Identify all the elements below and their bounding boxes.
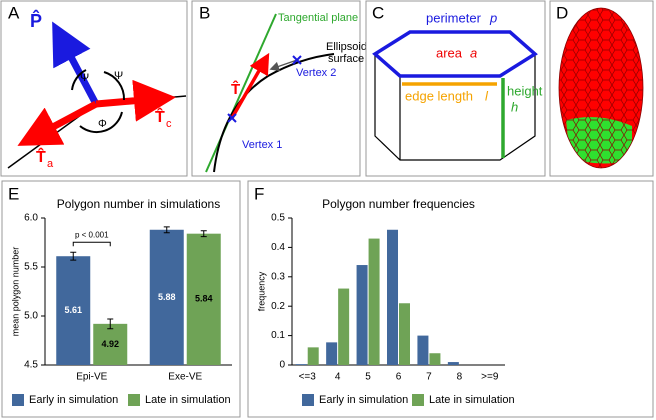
panel-letter: F <box>254 184 264 203</box>
error-bar <box>107 318 114 330</box>
bar <box>149 229 184 365</box>
vector-label: T̂ <box>155 106 165 126</box>
legend-swatch <box>302 394 314 406</box>
x-tick-label: 8 <box>457 372 463 383</box>
panel-frame <box>0 0 188 177</box>
tangent-diagram <box>205 13 335 173</box>
bar <box>56 256 91 365</box>
error-bar <box>163 226 170 234</box>
legend-swatch <box>12 394 24 406</box>
error-bar <box>70 251 77 261</box>
y-tick-label: 4.5 <box>24 360 38 371</box>
chart-title: Polygon number frequencies <box>322 197 475 211</box>
bar <box>387 229 398 365</box>
bar <box>356 265 368 365</box>
data-label: 4.92 <box>101 339 119 349</box>
panel-letter: E <box>8 184 19 203</box>
legend-label: Early in simulation <box>319 394 408 406</box>
perimeter-symbol: p <box>489 10 497 25</box>
prism-diagram <box>372 30 538 161</box>
angle-label: Ψ <box>114 70 123 82</box>
x-tick-label: <=3 <box>299 372 317 383</box>
height-symbol: h <box>511 99 518 114</box>
y-tick-label: 6.0 <box>24 213 38 224</box>
vertex-label: Vertex 1 <box>242 139 282 151</box>
bar <box>417 335 429 365</box>
panel-letter: B <box>199 3 210 22</box>
y-axis-label: frequency <box>256 271 266 311</box>
legend-label: Late in simulation <box>145 394 231 406</box>
panel-frame <box>247 180 654 418</box>
y-tick-label: 0.3 <box>271 271 285 282</box>
x-tick-label: 5 <box>365 372 371 383</box>
bar <box>186 233 221 365</box>
bar <box>338 288 350 365</box>
data-label: 5.88 <box>158 292 176 302</box>
data-label: 5.84 <box>195 294 213 304</box>
y-tick-label: 0.2 <box>271 301 285 312</box>
panel-frame <box>549 0 654 177</box>
x-tick-label: 7 <box>426 372 432 383</box>
height-label: height <box>507 83 543 98</box>
embryo-cells <box>559 8 643 168</box>
vector-label: P̂ <box>30 10 42 31</box>
bar <box>326 342 338 365</box>
error-bar <box>200 230 207 238</box>
vector-label: T̂ <box>231 79 240 98</box>
y-tick-label: 0.1 <box>271 330 285 341</box>
area-symbol: a <box>470 45 477 60</box>
surface-label: Ellipsoid <box>326 41 367 53</box>
vector-label: T̂ <box>36 146 46 166</box>
legend-swatch <box>128 394 140 406</box>
vector-subscript: c <box>166 118 172 130</box>
y-tick-label: 5.0 <box>24 311 38 322</box>
charts: E Polygon number in simulations mean polyg… <box>8 184 515 406</box>
bar <box>368 238 380 365</box>
panel-frame <box>191 0 361 177</box>
y-tick-label: 0 <box>279 360 285 371</box>
legend-label: Early in simulation <box>29 394 118 406</box>
y-axis-label: mean polygon number <box>10 247 20 337</box>
y-tick-label: 0.4 <box>271 242 285 253</box>
bar <box>399 303 410 365</box>
x-tick-label: >=9 <box>481 372 499 383</box>
vector-diagram <box>7 21 187 169</box>
embryo-outline <box>558 7 644 169</box>
bar <box>447 362 459 365</box>
area-label: area <box>436 45 463 60</box>
x-tick-label: 6 <box>396 372 402 383</box>
y-tick-label: 5.5 <box>24 262 38 273</box>
x-tick-label: Epi-VE <box>76 372 107 383</box>
panel-letter: D <box>556 3 568 22</box>
vector-subscript: a <box>47 158 54 170</box>
edge-symbol: l <box>485 88 489 103</box>
legend-swatch <box>412 394 424 406</box>
significance-bracket <box>72 241 111 247</box>
perimeter-label: perimeter <box>426 10 482 25</box>
chart-title: Polygon number in simulations <box>57 197 220 211</box>
panel-letter: A <box>8 3 20 22</box>
x-tick-label: 4 <box>335 372 341 383</box>
angle-label: Ψ <box>80 72 89 84</box>
edge-label: edge length <box>405 88 473 103</box>
bar <box>295 364 307 365</box>
legend-label: Late in simulation <box>429 394 515 406</box>
y-tick-label: 0.5 <box>271 213 285 224</box>
panel-frame <box>1 180 241 418</box>
panel-letter: C <box>372 3 384 22</box>
data-label: 5.61 <box>64 305 82 315</box>
x-tick-label: Exe-VE <box>168 372 202 383</box>
bar <box>429 353 441 365</box>
vertex-label: Vertex 2 <box>296 67 336 79</box>
surface-label: surface <box>328 53 364 65</box>
annotation: p < 0.001 <box>75 230 109 239</box>
plane-label: Tangential plane <box>278 12 358 24</box>
angle-label: Φ <box>98 118 107 130</box>
panel-frame <box>365 0 546 177</box>
bar <box>307 347 319 365</box>
bar <box>93 323 128 365</box>
